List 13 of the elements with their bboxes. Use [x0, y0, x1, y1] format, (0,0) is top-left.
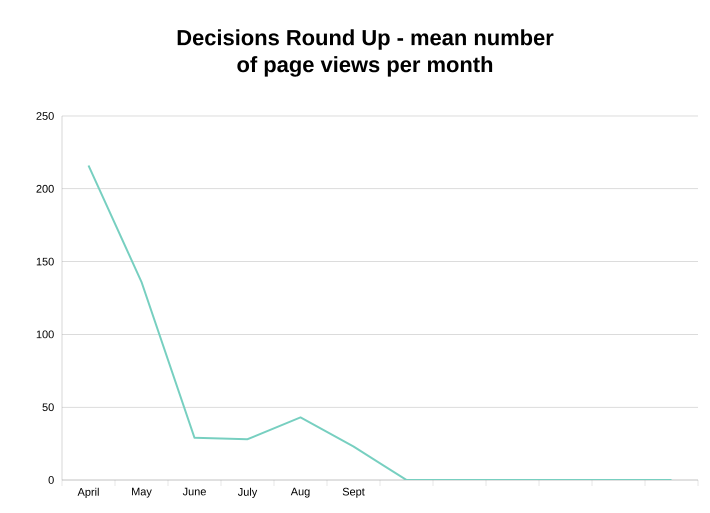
- x-tick-label: June: [182, 488, 206, 496]
- chart-title: Decisions Round Up - mean number of page views per month: [178, 29, 554, 77]
- y-tick-label: 50: [42, 403, 54, 412]
- y-tick-label: 150: [36, 258, 54, 266]
- x-tick-label: July: [238, 488, 258, 498]
- x-tick-label: April: [78, 488, 99, 498]
- x-tick-label: May: [132, 488, 152, 498]
- y-tick-label: 100: [36, 330, 54, 338]
- y-tick-label: 0: [48, 476, 54, 484]
- x-tick-label: Sept: [342, 488, 365, 498]
- y-tick-label: 250: [36, 112, 54, 120]
- x-tick-label: Aug: [290, 488, 310, 498]
- y-tick-label: 200: [36, 184, 54, 193]
